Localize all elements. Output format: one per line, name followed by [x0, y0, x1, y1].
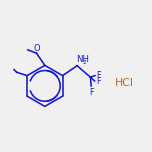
Text: F: F [89, 88, 93, 97]
Text: F: F [96, 71, 101, 79]
Text: O: O [33, 44, 40, 53]
Text: HCl: HCl [114, 78, 133, 88]
Text: NH: NH [76, 55, 89, 64]
Text: F: F [96, 77, 100, 86]
Text: 2: 2 [83, 60, 86, 65]
